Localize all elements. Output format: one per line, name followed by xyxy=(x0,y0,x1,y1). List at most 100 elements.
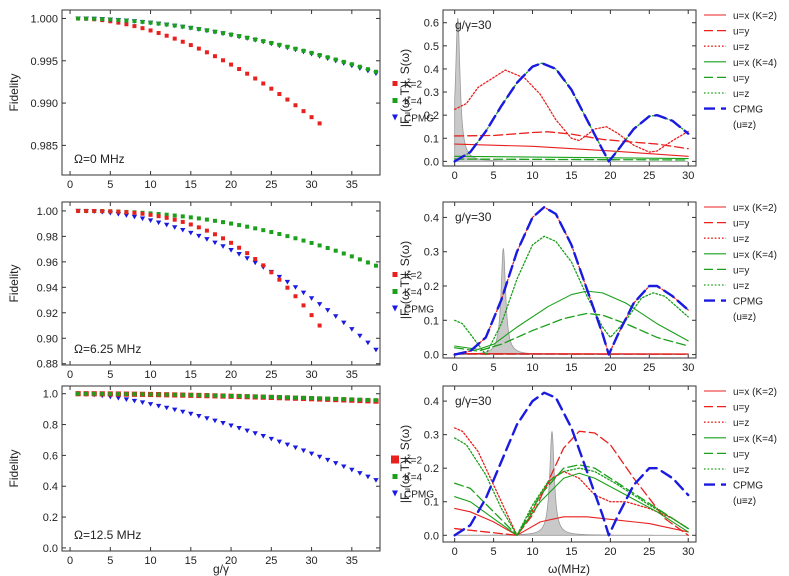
data-point xyxy=(180,214,185,219)
data-point xyxy=(245,224,250,229)
legend-label: u=z xyxy=(733,42,749,53)
data-point xyxy=(309,313,314,318)
data-point xyxy=(229,32,234,37)
data-point xyxy=(76,208,81,213)
data-point xyxy=(188,230,194,236)
y-tick-label: 0.3 xyxy=(424,247,439,259)
data-point xyxy=(357,257,362,262)
data-point xyxy=(204,237,210,242)
data-point xyxy=(317,243,322,248)
data-point xyxy=(309,396,314,401)
x-tick-label: 35 xyxy=(346,555,358,567)
data-point xyxy=(253,37,258,42)
data-point xyxy=(131,398,138,404)
spectrum-peak xyxy=(454,431,689,536)
data-point xyxy=(76,16,81,21)
data-point xyxy=(204,50,209,55)
series-line xyxy=(454,155,689,160)
data-point xyxy=(309,240,314,245)
legend-marker xyxy=(392,289,398,294)
plot-frame xyxy=(61,9,381,176)
data-point xyxy=(325,396,330,401)
data-point xyxy=(269,394,274,399)
x-tick-label: 5 xyxy=(491,362,497,374)
data-point xyxy=(317,53,322,58)
y-tick-label: 0.2 xyxy=(43,512,58,524)
data-point xyxy=(300,448,307,454)
y-tick-label: 0.0 xyxy=(424,350,439,362)
legend-label: CPMG xyxy=(733,105,763,116)
data-point xyxy=(237,67,242,72)
data-point xyxy=(123,397,130,402)
data-point xyxy=(373,398,378,403)
data-point xyxy=(269,40,274,45)
data-point xyxy=(124,18,129,23)
data-point xyxy=(228,248,234,253)
data-point xyxy=(349,397,354,402)
legend-label: CPMG xyxy=(733,481,763,492)
x-tick-label: 0 xyxy=(452,170,458,182)
data-point xyxy=(212,232,217,237)
data-point xyxy=(300,290,307,296)
data-point xyxy=(92,16,97,21)
panel-annotation: g/γ=30 xyxy=(455,210,492,224)
data-point xyxy=(309,50,314,55)
series-line xyxy=(454,472,689,536)
data-point xyxy=(261,81,266,86)
data-point xyxy=(349,62,354,67)
y-tick-label: 0.8 xyxy=(43,420,58,432)
data-point xyxy=(341,464,347,470)
plot-frame xyxy=(442,201,697,359)
data-point xyxy=(309,115,314,120)
data-point xyxy=(268,436,275,442)
data-point xyxy=(196,26,201,31)
data-point xyxy=(333,248,338,253)
plot-frame xyxy=(442,385,697,543)
legend-label: u=y xyxy=(733,27,749,38)
data-point xyxy=(245,394,250,399)
x-axis-label-right: ω(MHz) xyxy=(548,562,590,576)
data-point xyxy=(285,44,290,49)
data-point xyxy=(316,454,323,460)
x-tick-label: 20 xyxy=(604,362,616,374)
data-point xyxy=(148,28,153,33)
data-point xyxy=(163,405,170,411)
chart-panel-4: 0 5 10 15 20 25 30 0.0 0.1 0.2 0.3 0.4 0.5 0.6 |Fᵤ(ω,T… xyxy=(398,9,777,182)
data-point xyxy=(357,397,362,402)
x-tick-label: 30 xyxy=(682,546,694,558)
legend-label: u=x (K=4) xyxy=(733,250,777,261)
legend-label: u=x (K=4) xyxy=(733,434,777,445)
data-point xyxy=(229,221,234,226)
data-point xyxy=(341,397,346,402)
data-point xyxy=(317,323,322,328)
x-tick-label: 5 xyxy=(491,170,497,182)
data-point xyxy=(132,392,137,397)
legend-label: u=y xyxy=(733,265,749,276)
data-point xyxy=(139,400,146,405)
data-point xyxy=(316,302,323,307)
data-point xyxy=(220,421,226,426)
data-point xyxy=(252,431,258,436)
y-tick-label: 0.4 xyxy=(424,64,439,76)
y-tick-label: 0.94 xyxy=(37,282,58,294)
legend-label: u=y xyxy=(733,403,749,414)
x-tick-label: 20 xyxy=(604,170,616,182)
x-tick-label: 10 xyxy=(144,179,156,191)
data-point xyxy=(221,58,226,63)
data-point xyxy=(204,393,209,398)
legend-marker xyxy=(392,272,398,277)
data-point xyxy=(84,16,89,21)
data-point xyxy=(269,270,274,275)
y-tick-label: 0.88 xyxy=(37,359,58,371)
data-point xyxy=(139,216,146,222)
data-point xyxy=(140,19,145,24)
data-point xyxy=(237,394,242,399)
data-point xyxy=(172,225,178,230)
x-tick-label: 15 xyxy=(565,170,577,182)
y-tick-label: 0.1 xyxy=(424,133,439,145)
series-line xyxy=(453,61,690,163)
data-point xyxy=(196,233,202,239)
data-point xyxy=(164,22,169,27)
data-point xyxy=(373,69,378,74)
